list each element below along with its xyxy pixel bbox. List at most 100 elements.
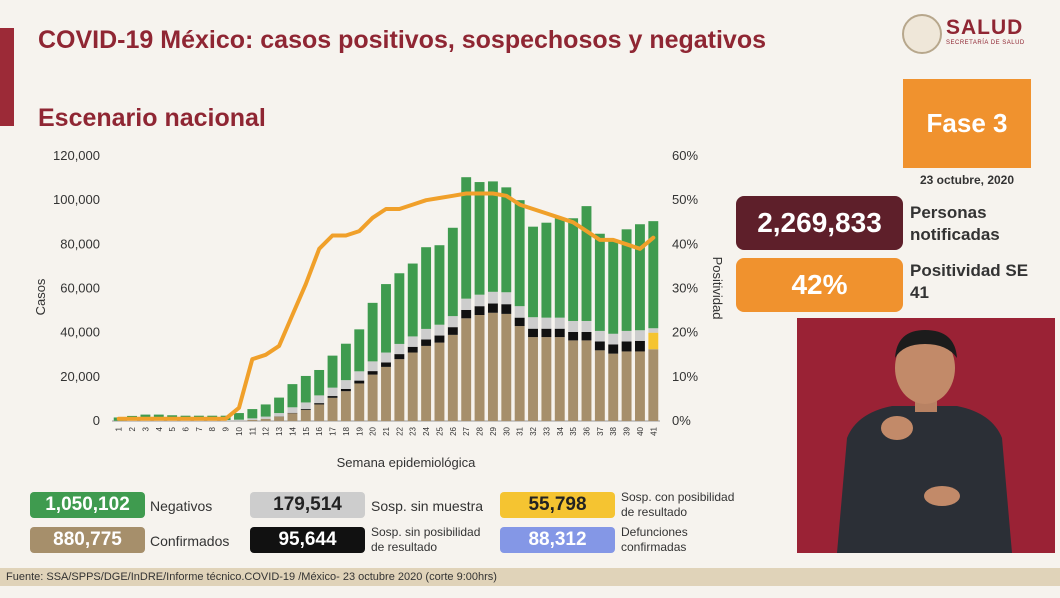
positivity-line	[116, 191, 656, 421]
bar-segment	[594, 233, 605, 331]
bar-segment	[568, 218, 579, 321]
bar-segment	[407, 336, 418, 347]
notified-count: 2,269,833	[736, 196, 903, 250]
bar-segment	[447, 316, 458, 328]
x-tick-label: 36	[582, 426, 591, 435]
x-tick-label: 41	[649, 426, 658, 435]
x-tick-label: 40	[636, 426, 645, 435]
bar-segment	[581, 206, 592, 321]
bar-segment	[354, 380, 365, 384]
title-accent-bar	[0, 28, 14, 126]
bar-segment	[327, 396, 338, 398]
x-tick-label: 4	[155, 426, 164, 431]
bar-segment	[367, 371, 378, 375]
page-subtitle: Escenario nacional	[38, 104, 266, 132]
x-tick-label: 9	[222, 426, 231, 431]
bar-segment	[287, 384, 298, 408]
y-tick-label: 20,000	[60, 369, 100, 384]
bar-segment	[461, 318, 472, 421]
y2-tick-label: 40%	[672, 236, 698, 251]
bar-segment	[501, 187, 512, 293]
bar-segment	[354, 383, 365, 421]
x-tick-label: 20	[369, 426, 378, 435]
x-tick-label: 10	[235, 426, 244, 435]
bar-segment	[608, 241, 619, 334]
bar-segment	[434, 245, 445, 325]
bar-segment	[247, 419, 258, 421]
page-title: COVID-19 México: casos positivos, sospec…	[38, 26, 767, 54]
bar-segment	[421, 328, 432, 340]
bar-segment	[381, 362, 391, 367]
source-footer: Fuente: SSA/SPPS/DGE/InDRE/Informe técni…	[0, 568, 1060, 586]
x-axis-label: Semana epidemiológica	[337, 455, 477, 470]
bar-segment	[501, 292, 512, 305]
bar-segment	[314, 369, 325, 396]
y-axis-label: Casos	[33, 278, 48, 315]
bar-segment	[300, 402, 311, 410]
bar-segment	[621, 351, 632, 421]
bar-segment	[300, 409, 311, 410]
bar-segment	[434, 324, 445, 336]
bar-segment	[528, 226, 538, 318]
bar-segment	[608, 353, 619, 421]
x-tick-label: 24	[422, 426, 431, 435]
bar-segment	[514, 317, 525, 327]
x-tick-label: 15	[302, 426, 311, 435]
bar-segment	[487, 303, 498, 313]
bar-segment	[340, 380, 351, 389]
x-tick-label: 26	[449, 426, 458, 435]
bar-segment	[474, 294, 485, 307]
bar-segment	[314, 403, 325, 405]
bar-segment	[234, 419, 244, 421]
x-tick-label: 25	[435, 426, 444, 435]
bar-segment	[327, 355, 338, 388]
x-tick-label: 8	[208, 426, 217, 431]
bar-segment	[447, 327, 458, 335]
bar-segment	[648, 221, 659, 329]
bar-segment	[608, 344, 619, 354]
bar-segment	[528, 328, 538, 338]
x-tick-label: 39	[623, 426, 632, 435]
legend-sosp-sin-posibilidad-label: Sosp. sin posibilidad de resultado	[371, 525, 481, 554]
legend-confirmados-value: 880,775	[30, 527, 145, 553]
x-tick-label: 7	[195, 426, 204, 431]
bar-segment	[287, 413, 298, 421]
x-tick-label: 12	[262, 426, 271, 435]
bar-segment	[314, 404, 325, 421]
bar-segment	[568, 332, 579, 341]
logo-subtext: SECRETARÍA DE SALUD	[946, 40, 1025, 46]
bar-segment	[541, 328, 552, 338]
notified-label: Personas notificadas	[910, 203, 1000, 244]
x-tick-label: 18	[342, 426, 351, 435]
bar-segment	[554, 328, 565, 338]
y2-tick-label: 20%	[672, 325, 698, 340]
bar-segment	[648, 328, 659, 333]
bar-segment	[594, 341, 605, 351]
bar-segment	[260, 416, 271, 419]
bar-segment	[327, 387, 338, 397]
bar-segment	[434, 342, 445, 421]
bar-segment	[568, 320, 579, 333]
salud-logo: SALUD SECRETARÍA DE SALUD	[902, 12, 1052, 56]
bar-segment	[648, 332, 659, 350]
bar-segment	[514, 326, 525, 421]
bar-segment	[447, 227, 458, 317]
bar-segment	[528, 337, 538, 421]
bar-segment	[581, 340, 592, 421]
bar-segment	[260, 418, 271, 421]
bar-segment	[407, 352, 418, 421]
cases-chart: Casos Positividad Semana epidemiológica …	[33, 148, 725, 470]
bar-segment	[474, 182, 485, 295]
bar-segment	[487, 291, 498, 304]
bar-segment	[581, 320, 592, 333]
legend-sosp-sin-muestra-value: 179,514	[250, 492, 365, 518]
bar-segment	[461, 177, 472, 299]
bar-segment	[621, 330, 632, 342]
bar-segment	[394, 359, 405, 421]
bar-segment	[300, 375, 311, 403]
x-tick-label: 16	[315, 426, 324, 435]
bar-segment	[340, 343, 351, 381]
bar-segment	[648, 349, 659, 421]
bar-segment	[447, 334, 458, 421]
bar-segment	[274, 397, 285, 414]
